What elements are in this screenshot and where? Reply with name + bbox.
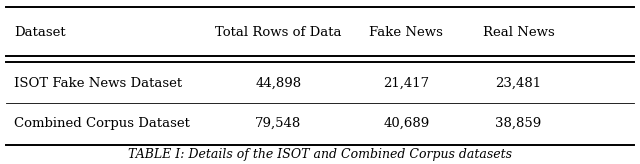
- Text: Combined Corpus Dataset: Combined Corpus Dataset: [14, 116, 190, 130]
- Text: 44,898: 44,898: [255, 77, 301, 90]
- Text: ISOT Fake News Dataset: ISOT Fake News Dataset: [14, 77, 182, 90]
- Text: 21,417: 21,417: [383, 77, 429, 90]
- Text: 79,548: 79,548: [255, 116, 301, 130]
- Text: Dataset: Dataset: [14, 26, 66, 39]
- Text: Total Rows of Data: Total Rows of Data: [215, 26, 342, 39]
- Text: 40,689: 40,689: [383, 116, 429, 130]
- Text: 23,481: 23,481: [495, 77, 541, 90]
- Text: Real News: Real News: [483, 26, 554, 39]
- Text: Fake News: Fake News: [369, 26, 444, 39]
- Text: TABLE I: Details of the ISOT and Combined Corpus datasets: TABLE I: Details of the ISOT and Combine…: [128, 148, 512, 162]
- Text: 38,859: 38,859: [495, 116, 541, 130]
